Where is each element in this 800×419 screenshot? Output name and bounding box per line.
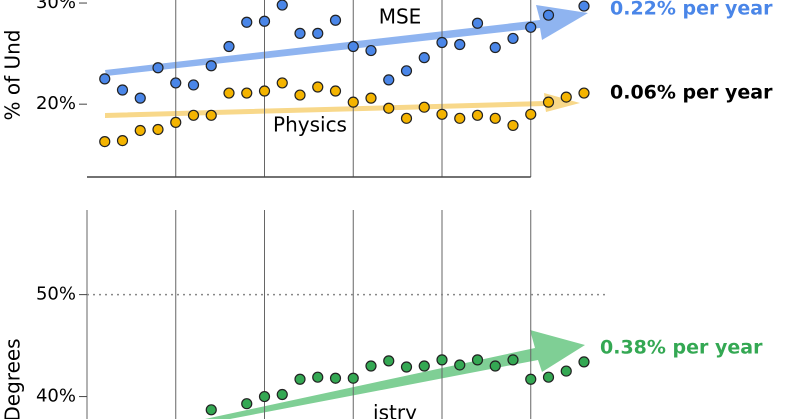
- data-point: [241, 16, 253, 28]
- data-point: [347, 96, 359, 108]
- data-point: [560, 91, 572, 103]
- data-point: [152, 123, 164, 136]
- data-point: [578, 356, 590, 368]
- data-point: [454, 359, 466, 371]
- data-point: [542, 371, 555, 383]
- data-point: [116, 134, 129, 147]
- data-point: [383, 355, 395, 367]
- data-point: [454, 112, 466, 124]
- data-point: [489, 41, 501, 54]
- data-point: [471, 354, 484, 366]
- data-point: [578, 0, 590, 12]
- data-point: [205, 404, 217, 416]
- data-point: [347, 40, 359, 53]
- data-point: [276, 388, 288, 401]
- trend-arrow: [105, 5, 588, 76]
- data-point: [329, 372, 342, 384]
- data-point: [489, 112, 501, 124]
- data-point: [471, 109, 484, 121]
- trend-arrow: [105, 93, 580, 118]
- data-point: [436, 354, 448, 366]
- data-point: [542, 9, 555, 21]
- data-point: [258, 390, 271, 403]
- data-point: [525, 373, 537, 385]
- data-point: [365, 360, 377, 372]
- series-label: Physics: [273, 113, 347, 137]
- data-point: [400, 112, 413, 124]
- data-point: [525, 108, 537, 120]
- y-tick-label: 50%: [36, 284, 76, 305]
- data-point: [507, 354, 519, 366]
- data-point: [525, 21, 537, 33]
- data-point: [134, 124, 146, 137]
- data-point: [507, 32, 519, 45]
- data-point: [258, 85, 271, 97]
- y-tick-label: 20%: [36, 93, 76, 114]
- data-point: [418, 360, 430, 372]
- data-point: [223, 40, 235, 53]
- data-point: [383, 74, 395, 86]
- data-point: [99, 73, 111, 85]
- trend-arrow: [205, 330, 585, 419]
- data-point: [116, 84, 129, 96]
- data-point: [134, 92, 146, 104]
- annotation: 0.38% per year: [600, 337, 763, 359]
- data-point: [418, 52, 430, 64]
- data-point: [294, 373, 306, 385]
- annotation: 0.22% per year: [610, 0, 773, 20]
- data-point: [241, 398, 253, 410]
- data-point: [400, 65, 413, 77]
- data-point: [99, 136, 111, 148]
- data-point: [471, 17, 484, 29]
- data-point: [152, 62, 164, 74]
- data-point: [258, 15, 271, 27]
- data-point: [436, 108, 448, 120]
- data-point: [223, 87, 235, 99]
- data-point: [294, 89, 306, 101]
- data-point: [205, 60, 217, 72]
- data-point: [329, 14, 342, 26]
- data-point: [347, 372, 359, 384]
- data-point: [400, 361, 413, 373]
- data-point: [205, 109, 217, 121]
- data-point: [329, 85, 342, 97]
- y-axis-label: Degrees: [1, 338, 25, 419]
- data-point: [383, 102, 395, 114]
- data-point: [170, 116, 182, 128]
- data-point: [365, 44, 377, 57]
- data-point: [578, 87, 590, 99]
- data-point: [187, 79, 200, 91]
- data-point: [418, 101, 430, 113]
- annotation: 0.06% per year: [610, 82, 773, 104]
- data-point: [170, 77, 182, 89]
- data-point: [276, 77, 288, 89]
- series-label: istry: [373, 401, 417, 419]
- data-point: [187, 109, 200, 121]
- data-point: [294, 27, 306, 39]
- data-point: [507, 119, 519, 132]
- data-point: [454, 38, 466, 51]
- data-point: [560, 365, 572, 377]
- data-point: [241, 87, 253, 99]
- data-point: [276, 0, 288, 11]
- data-point: [312, 371, 324, 383]
- data-point: [312, 27, 324, 39]
- data-point: [312, 81, 324, 93]
- y-axis-label: % of Und: [1, 29, 25, 120]
- y-tick-label: 40%: [36, 386, 76, 407]
- series-label: MSE: [379, 5, 422, 29]
- data-point: [365, 92, 377, 104]
- data-point: [436, 36, 448, 49]
- y-tick-label: 30%: [36, 0, 76, 13]
- data-point: [489, 360, 501, 372]
- data-point: [542, 96, 555, 108]
